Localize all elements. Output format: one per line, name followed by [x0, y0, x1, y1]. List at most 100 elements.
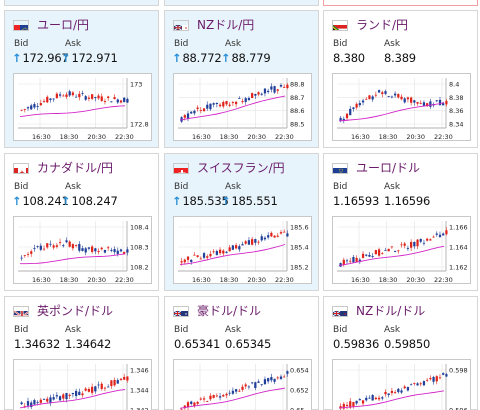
ask-value: ↑185.551 [221, 194, 278, 208]
candle-body [244, 384, 247, 387]
candle-body [260, 236, 263, 241]
candle-body [225, 393, 228, 396]
candle-body [377, 397, 381, 400]
candle-body [435, 376, 438, 382]
currency-pair-name[interactable]: ユーロ/円 [37, 18, 90, 32]
candle-body [435, 100, 438, 102]
candle-body [196, 255, 199, 257]
candle-body [445, 374, 448, 377]
chart-svg: 1.166 1.164 1.162 16:30 18:30 20:30 22:30 [337, 221, 468, 284]
candle-body [183, 405, 186, 409]
ask-price: 8.389 [384, 51, 416, 65]
x-tick-label: 16:30 [351, 133, 370, 141]
candle-body [355, 103, 358, 108]
rate-card[interactable]: NZドル/ドルBidAsk0.598360.598500.5980.59616:… [323, 296, 478, 410]
candle-body [283, 231, 286, 233]
candle-body [342, 403, 345, 409]
rate-card[interactable]: NZドル/円 Bid Ask ↑88.772 ↑88.779 88.8 88.7 88.6 88… [164, 10, 319, 148]
ask-price: 88.779 [231, 51, 271, 65]
currency-pair-name[interactable]: 英ポンド/ドル [37, 304, 114, 318]
candle-body [215, 102, 218, 105]
candle-body [58, 242, 62, 243]
x-tick-label: 18:30 [379, 276, 398, 284]
candle-body [97, 250, 100, 252]
candlestick-chart[interactable]: 108.4 108.3 108.2 16:30 18:30 20:30 22:30 [13, 216, 152, 284]
chart-svg: 8.4 8.38 8.36 8.34 16:30 18:30 20:30 22:30 [337, 78, 463, 141]
candle-body [244, 241, 247, 244]
candle-body [254, 382, 257, 388]
bid-price: 88.772 [182, 51, 222, 65]
candlestick-chart[interactable]: 173 172.8 16:30 18:30 20:30 22:30 [13, 73, 152, 141]
currency-pair-name[interactable]: 豪ドル/ドル [197, 304, 262, 318]
candle-body [276, 377, 279, 379]
ask-price: 1.34642 [65, 337, 112, 351]
currency-pair-name[interactable]: ユーロ/ドル [356, 161, 421, 175]
candlestick-chart[interactable]: 8.4 8.38 8.36 8.34 16:30 18:30 20:30 22:30 [332, 73, 471, 141]
ask-price: 0.59850 [384, 337, 431, 351]
rate-card[interactable]: スイスフラン/円 Bid Ask ↑185.535 ↑185.551 185.6 185.4… [164, 153, 319, 291]
candle-body [345, 260, 349, 262]
candle-body [352, 402, 355, 407]
candle-body [445, 230, 448, 235]
candlestick-chart[interactable]: 88.8 88.7 88.6 88.5 16:30 18:30 20:30 22:30 [173, 73, 312, 141]
candle-body [212, 103, 215, 105]
up-arrow-icon: ↑ [221, 51, 231, 65]
candle-body [387, 96, 390, 97]
candle-body [279, 232, 283, 234]
candle-body [84, 248, 87, 253]
candle-body [231, 102, 235, 104]
moving-average-line [179, 387, 286, 409]
au-us-flag-icon [173, 306, 189, 317]
candle-body [222, 250, 225, 254]
candle-body [71, 392, 75, 395]
rate-card[interactable]: ランド/円 Bid Ask 8.380 8.389 8.4 8.38 8.36 8.34 16:3… [323, 10, 478, 148]
candle-body [30, 251, 33, 254]
candle-body [196, 107, 199, 110]
currency-pair-name[interactable]: ランド/円 [356, 18, 409, 32]
moving-average-line [338, 245, 445, 266]
candle-body [52, 245, 55, 248]
candle-body [397, 250, 400, 252]
candle-body [442, 373, 445, 375]
candle-body [374, 94, 377, 96]
candle-body [23, 254, 26, 256]
candle-body [400, 96, 403, 100]
rate-card[interactable]: 英ポンド/ドル Bid Ask 1.34632 1.34642 1.346 1.344 1.3… [4, 296, 159, 410]
currency-pair-name[interactable]: NZドル/ドル [356, 304, 426, 318]
currency-pair-name[interactable]: スイスフラン/円 [197, 161, 285, 175]
x-tick-label: 18:30 [379, 133, 398, 141]
rate-card[interactable]: ユーロ/ドル Bid Ask 1.16593 1.16596 1.166 1.164 1.16… [323, 153, 478, 291]
candle-body [406, 97, 410, 100]
candle-body [254, 239, 257, 243]
candle-body [365, 397, 368, 401]
candle-body [270, 232, 273, 237]
candlestick-chart[interactable]: 185.6 185.4 185.2 16:30 18:30 20:30 22:30 [173, 216, 312, 284]
candle-body [58, 94, 62, 96]
candle-body [202, 398, 206, 400]
candle-body [62, 394, 65, 399]
currency-pair-name[interactable]: NZドル/円 [197, 18, 255, 32]
ask-label: Ask [225, 39, 242, 49]
rate-card[interactable]: 豪ドル/ドル Bid Ask 0.65341 0.65345 0.654 0.652 0.65… [164, 296, 319, 410]
candlestick-chart[interactable]: 1.166 1.164 1.162 16:30 18:30 20:30 22:30 [332, 216, 471, 284]
candle-body [55, 245, 58, 247]
ask-value: ↑108.247 [61, 194, 118, 208]
candle-body [231, 390, 235, 394]
candle-body [100, 383, 103, 389]
candle-body [276, 235, 279, 237]
rate-card[interactable]: カナダドル/円 Bid Ask ↑108.241 ↑108.247 108.4 108.3 1… [4, 153, 159, 291]
bid-value: ↑172.967 [12, 51, 69, 65]
candle-body [78, 244, 81, 251]
candle-body [254, 94, 257, 96]
currency-pair-name[interactable]: カナダドル/円 [37, 161, 114, 175]
candle-body [26, 401, 30, 406]
candle-body [361, 100, 365, 103]
candle-body [39, 103, 42, 106]
up-arrow-icon: ↑ [61, 194, 71, 208]
candle-body [33, 400, 36, 405]
candle-body [393, 251, 397, 252]
rate-card[interactable]: ユーロ/円 Bid Ask ↑172.967 ↑172.971 173 172.8 16:30… [4, 10, 159, 148]
